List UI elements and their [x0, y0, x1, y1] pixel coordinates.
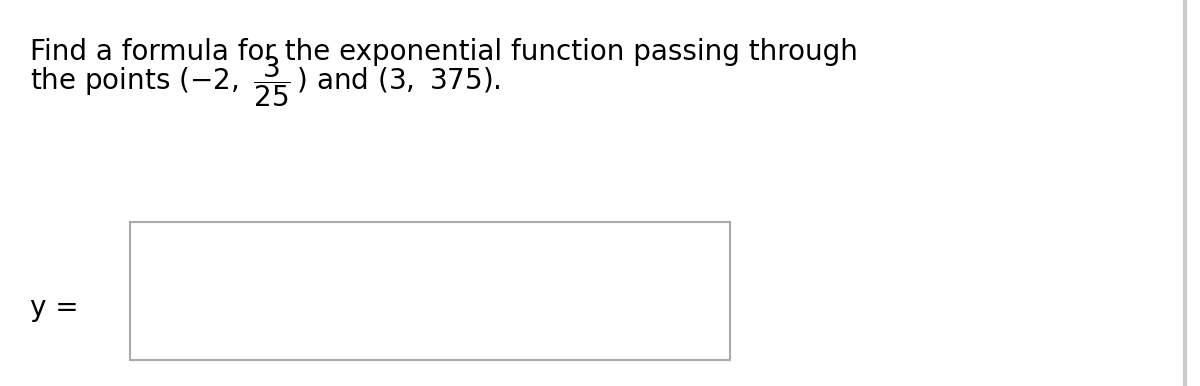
- FancyBboxPatch shape: [130, 222, 730, 360]
- Text: Find a formula for the exponential function passing through: Find a formula for the exponential funct…: [30, 38, 858, 66]
- Text: y =: y =: [30, 294, 79, 322]
- Text: the points $(-2,\ \dfrac{3}{25}\,)$ and $(3,\ 375).$: the points $(-2,\ \dfrac{3}{25}\,)$ and …: [30, 55, 500, 109]
